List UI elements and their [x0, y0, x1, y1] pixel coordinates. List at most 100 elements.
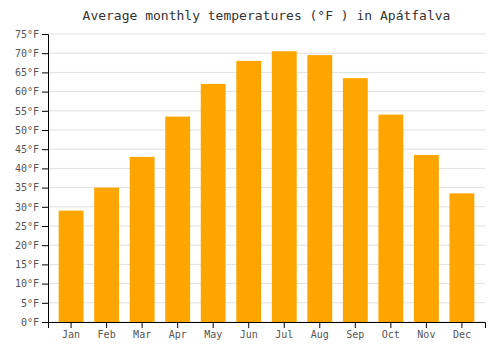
y-tick-mark [42, 303, 48, 304]
x-tick-mark [213, 322, 214, 328]
x-tick-label: Oct [382, 329, 400, 340]
x-tick-label: Aug [311, 329, 329, 340]
bar [449, 193, 474, 322]
y-tick-mark [42, 111, 48, 112]
grid-line [48, 110, 485, 111]
x-tick: Feb [98, 322, 116, 340]
y-tick-label: 75°F [15, 29, 39, 40]
grid [48, 34, 485, 322]
y-tick-mark [42, 168, 48, 169]
y-tick-label: 60°F [15, 86, 39, 97]
x-tick-mark [71, 322, 72, 328]
x-tick: Mar [133, 322, 151, 340]
grid-line [48, 130, 485, 131]
x-tick-label: Sep [346, 329, 364, 340]
y-tick: 15°F [15, 259, 48, 270]
y-tick-mark [42, 92, 48, 93]
x-tick-mark [106, 322, 107, 328]
y-tick-mark [42, 226, 48, 227]
grid-line [48, 72, 485, 73]
x-tick-mark [355, 322, 356, 328]
y-tick-label: 20°F [15, 240, 39, 251]
y-axis: 0°F 5°F 10°F 15°F 20°F 25°F 30°F 35°F 40°F 45°F 50… [15, 29, 49, 328]
grid-line [48, 34, 485, 35]
x-tick-label: May [204, 329, 222, 340]
y-tick: 40°F [15, 163, 48, 174]
y-tick-mark [42, 245, 48, 246]
x-tick-mark [319, 322, 320, 328]
y-tick-mark [42, 264, 48, 265]
chart: 0°F 5°F 10°F 15°F 20°F 25°F 30°F 35°F 40°F 45°F 50… [0, 0, 500, 350]
x-tick: Sep [346, 322, 364, 340]
y-tick: 60°F [15, 86, 48, 97]
bar [59, 211, 84, 322]
y-tick-label: 45°F [15, 144, 39, 155]
bar [378, 115, 403, 322]
bar [165, 117, 190, 322]
x-tick: Apr [169, 322, 187, 340]
y-tick-mark [42, 322, 48, 323]
grid-line [48, 149, 485, 150]
y-axis-line [42, 35, 49, 323]
x-tick-label: Dec [453, 329, 471, 340]
x-tick: May [204, 322, 222, 340]
y-tick: 50°F [15, 125, 48, 136]
x-tick: Jul [275, 322, 293, 340]
y-tick: 70°F [15, 48, 48, 59]
y-tick-label: 30°F [15, 202, 39, 213]
x-tick-mark [284, 322, 285, 328]
x-tick: Jan [62, 322, 80, 340]
x-axis-line [49, 323, 486, 329]
y-tick: 65°F [15, 67, 48, 78]
x-tick-mark [390, 322, 391, 328]
bar [130, 157, 155, 322]
x-tick-mark [461, 322, 462, 328]
y-tick-mark [42, 188, 48, 189]
y-tick-mark [42, 207, 48, 208]
grid-line [48, 91, 485, 92]
y-tick-label: 50°F [15, 125, 39, 136]
y-tick: 35°F [15, 182, 48, 193]
bar [201, 84, 226, 322]
bar [236, 61, 261, 322]
y-tick-label: 15°F [15, 259, 39, 270]
y-tick: 0°F [21, 317, 48, 328]
x-tick: Aug [311, 322, 329, 340]
y-tick-label: 10°F [15, 278, 39, 289]
y-tick: 5°F [21, 298, 48, 309]
y-tick-mark [42, 72, 48, 73]
x-axis: JanFebMarAprMayJunJulAugSepOctNovDec [49, 322, 486, 340]
x-tick: Jun [240, 322, 258, 340]
y-tick-mark [42, 284, 48, 285]
y-tick: 10°F [15, 278, 48, 289]
y-tick-label: 70°F [15, 48, 39, 59]
bar [94, 188, 119, 322]
y-tick: 20°F [15, 240, 48, 251]
y-tick-label: 65°F [15, 67, 39, 78]
x-tick-label: Jul [275, 329, 293, 340]
y-tick-label: 25°F [15, 221, 39, 232]
y-tick: 75°F [15, 29, 48, 40]
x-tick-label: Jun [240, 329, 258, 340]
x-tick-mark [177, 322, 178, 328]
y-tick-mark [42, 53, 48, 54]
x-tick-label: Jan [62, 329, 80, 340]
x-tick-mark [142, 322, 143, 328]
bar [272, 51, 297, 322]
x-tick: Dec [453, 322, 471, 340]
bar [414, 155, 439, 322]
y-tick-label: 0°F [21, 317, 39, 328]
y-tick: 55°F [15, 106, 48, 117]
bar [307, 55, 332, 322]
bars [59, 51, 475, 322]
y-tick: 45°F [15, 144, 48, 155]
x-tick: Oct [382, 322, 400, 340]
y-tick-mark [42, 34, 48, 35]
x-tick-mark [426, 322, 427, 328]
x-tick-label: Apr [169, 329, 187, 340]
bar [343, 78, 368, 322]
y-tick-label: 5°F [21, 298, 39, 309]
y-tick: 25°F [15, 221, 48, 232]
y-tick-mark [42, 130, 48, 131]
y-tick: 30°F [15, 202, 48, 213]
